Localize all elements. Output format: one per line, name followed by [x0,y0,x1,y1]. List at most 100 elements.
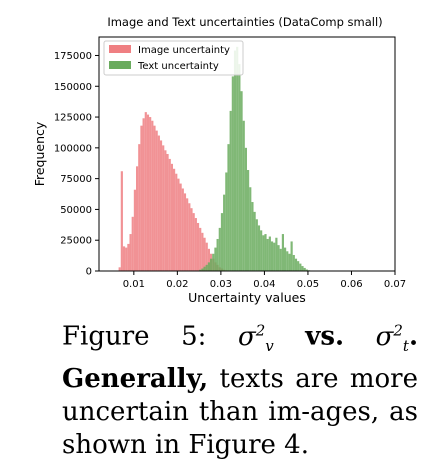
plot-frame [98,36,396,272]
histogram-bar [118,267,121,271]
x-axis: 0.01 0.02 0.03 0.04 0.05 0.06 0.07 [123,271,406,290]
histogram-bar [286,251,289,271]
histogram-bar [279,248,282,271]
x-tick-label: 0.04 [253,279,275,290]
legend-swatch-image [109,45,131,53]
image-uncertainty-bars [118,112,228,271]
histogram-bar [177,178,180,271]
histogram-bar [205,242,208,271]
caption-figure-label: Figure 5: [62,321,207,352]
histogram-bar [242,120,245,271]
histogram-bar [223,194,226,271]
histogram-bar [149,117,152,271]
histogram-bar [166,154,169,271]
histogram-bar [273,242,276,271]
histogram-bar [192,213,195,271]
caption-vs: vs. [305,321,345,352]
histogram-bar [301,266,304,271]
histogram-bar [229,110,232,271]
histogram-bar [122,246,126,271]
histogram-bar [266,238,269,271]
histogram-bar [144,112,147,271]
y-tick-label: 100000 [54,143,92,154]
histogram-bar [131,216,134,271]
figure-caption: Figure 5: σ2v vs. σ2t. Generally, texts … [62,314,418,462]
histogram-bar [175,173,178,271]
histogram-bar [157,135,160,271]
y-tick-label: 50000 [60,205,92,216]
legend-swatch-text [109,61,131,69]
y-axis: 0 25000 50000 75000 100000 125000 150000 175000 [54,51,99,278]
histogram-bar [138,144,141,271]
x-tick-label: 0.02 [166,279,188,290]
histogram-bar [255,219,258,271]
histogram-bar [299,263,302,271]
histogram-bar [196,222,200,271]
legend-label-image: Image uncertainty [138,45,230,56]
histogram-bar [214,247,217,271]
histogram-bar [140,125,143,271]
histogram-bar [186,198,189,271]
histogram-bar [294,258,298,271]
histogram-bar [173,168,176,271]
histogram-bar [281,234,284,271]
histogram-bar [220,213,224,271]
histogram-bar [159,140,163,271]
histogram-bar [183,193,187,271]
histogram-bar [249,187,252,271]
y-tick-label: 25000 [60,236,92,247]
x-axis-label: Uncertainty values [188,290,306,305]
histogram-bar [201,232,204,271]
histogram-bar [155,130,158,271]
histogram-bar [136,166,139,271]
x-tick-label: 0.01 [123,279,145,290]
histogram-bar [146,114,150,271]
histogram-bar [238,64,241,271]
histogram-bar [257,225,261,271]
text-uncertainty-bars [199,46,311,271]
histogram-bar [244,147,247,271]
histogram-bar [277,245,280,271]
caption-sigma-v: σ2v [237,321,274,355]
histogram-bar [231,76,234,271]
histogram-bar [188,203,191,271]
histogram-bar [240,91,243,271]
histogram-bar [297,261,300,271]
y-tick-label: 0 [86,267,92,278]
y-tick-label: 125000 [54,113,92,124]
histogram-bar [181,188,184,271]
histogram-bar [216,238,219,271]
histogram-bar [236,46,239,271]
histogram-bar [212,253,215,271]
histogram-bar [129,234,132,271]
histogram-bar [201,268,204,271]
histogram-bar [264,234,267,271]
histogram-bar [247,170,250,271]
x-tick-label: 0.03 [210,279,232,290]
x-tick-label: 0.05 [297,279,319,290]
histogram-bar [194,218,197,271]
histogram-bar [233,50,237,271]
x-tick-label: 0.06 [340,279,362,290]
histogram-bar [275,237,278,271]
histogram-bar [227,144,230,271]
histogram-bar [207,262,210,271]
histogram-bar [164,150,167,271]
y-tick-label: 150000 [54,82,92,93]
y-tick-label: 175000 [54,51,92,62]
x-tick-label: 0.07 [384,279,406,290]
histogram-figure: Image and Text uncertainties (DataComp s… [32,15,406,305]
histogram-bar [284,247,287,271]
legend-box [103,40,244,76]
caption-sigma-t: σ2t [375,321,409,355]
histogram-bar [288,253,291,271]
histogram-bar [218,227,221,271]
histogram-bar [133,189,136,271]
histogram-bar [268,236,271,271]
histogram-bar [305,269,308,271]
y-tick-label: 75000 [60,174,92,185]
histogram-bar [303,267,306,271]
histogram-bar [292,254,295,271]
histogram-bar [162,145,165,271]
histogram-bar [151,120,154,271]
